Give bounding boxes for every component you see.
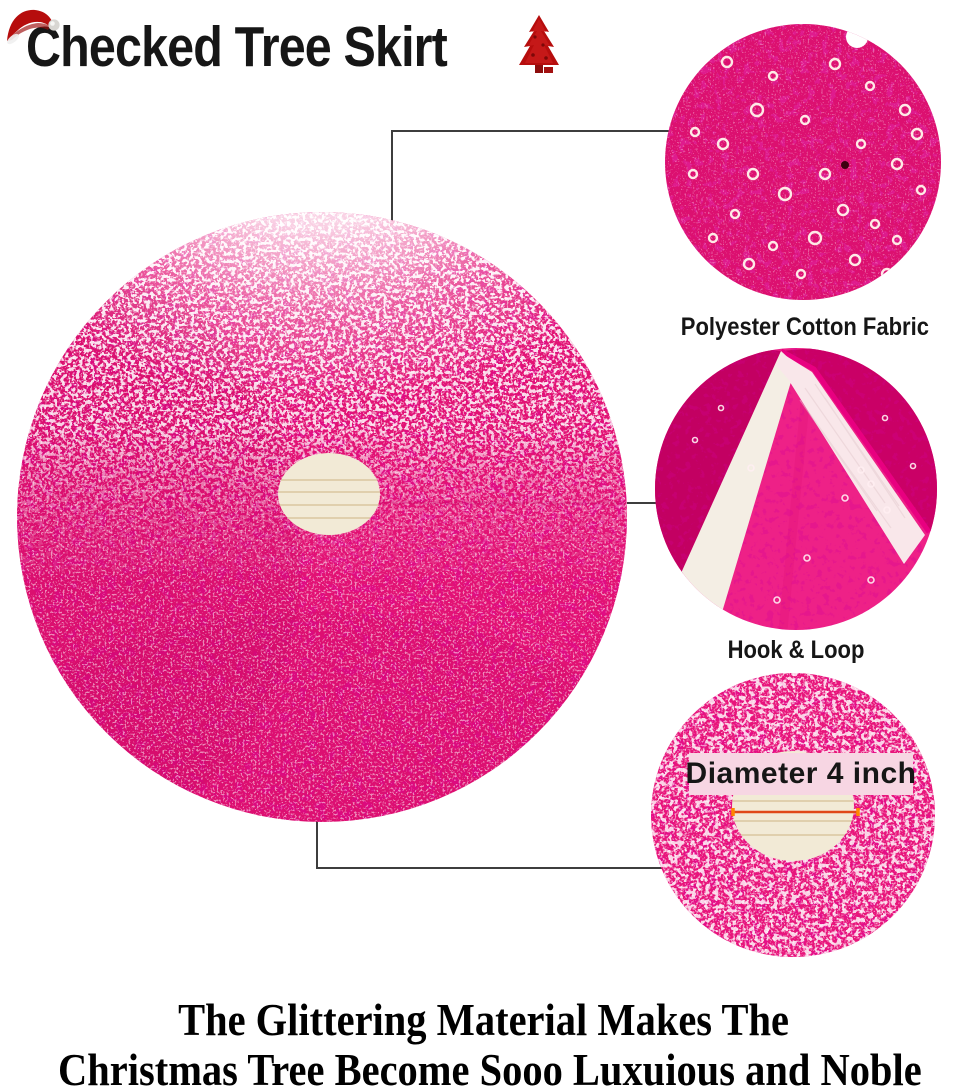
hook-strip-texture (799, 383, 906, 529)
connector-top (391, 130, 684, 223)
caption-line-1: The Glittering Material Makes The (178, 994, 789, 1045)
page-title: Checked Tree Skirt (26, 15, 448, 79)
diameter-measure-line (731, 808, 860, 816)
loop-strip (673, 351, 796, 629)
diameter-banner: Diameter 4 inch (686, 753, 916, 795)
marketing-caption: The Glittering Material Makes The Christ… (0, 995, 967, 1087)
caption-line-2: Christmas Tree Become Sooo Luxuious and … (58, 1044, 922, 1087)
center-hole-detail-photo (651, 673, 935, 957)
fastener-callout-label: Hook & Loop (727, 636, 865, 664)
fabric-callout-label: Polyester Cotton Fabric (680, 313, 929, 341)
diameter-label: Diameter 4 inch (685, 757, 917, 790)
santa-hat-icon (7, 9, 60, 45)
center-hole (278, 453, 380, 535)
sequin-highlights (691, 404, 917, 604)
fold-edge-trim (779, 348, 932, 534)
fabric-detail-photo (665, 24, 941, 300)
fastener-detail-photo (655, 348, 937, 630)
sequins (687, 55, 927, 281)
connector-bottom (316, 820, 668, 869)
christmas-tree-icon (519, 15, 559, 73)
tree-skirt-main-photo (17, 212, 627, 822)
hook-strip (776, 354, 925, 564)
